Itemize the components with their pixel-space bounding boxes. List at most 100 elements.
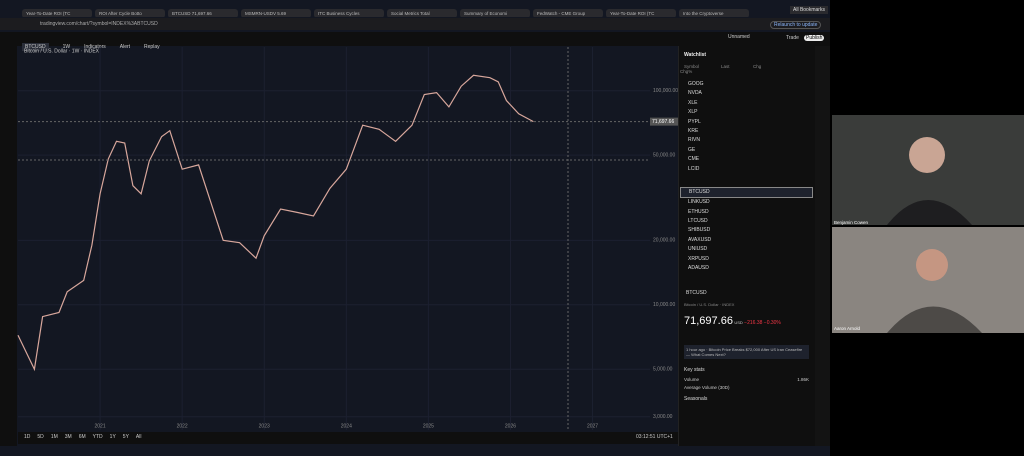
news[interactable]: 1 hour ago · Bitcoin Price Breaks $72,00… <box>684 345 809 359</box>
watchlist-row[interactable]: XLE <box>688 99 698 106</box>
detail-symbol: BTCUSD <box>686 290 707 296</box>
interval[interactable]: 1W <box>62 44 71 50</box>
watchlist-row[interactable]: RIVN <box>688 137 700 144</box>
x-tick-label: 2023 <box>259 423 270 429</box>
bookmarks[interactable]: All Bookmarks <box>790 6 828 14</box>
tab[interactable]: MSMRN-USDV 5.69 <box>241 9 311 17</box>
timeframes: 1D 5D 1M 3M 6M YTD 1Y 5Y All <box>24 434 148 440</box>
tab[interactable]: Summary of Economi <box>460 9 530 17</box>
timeframe[interactable]: 1Y <box>109 434 116 440</box>
volume-value: 1.86K <box>797 377 809 382</box>
replay[interactable]: Replay <box>144 44 160 50</box>
timeframe[interactable]: 6M <box>78 434 86 440</box>
column-header: Chg% <box>680 69 693 74</box>
tab[interactable]: Social Metrics Total <box>387 9 457 17</box>
watchlist-row[interactable]: NVDA <box>688 90 702 97</box>
detail-price: 71,697.66 <box>684 315 733 327</box>
watchlist-row[interactable]: XLP <box>688 109 698 116</box>
symbol-details: BTCUSD Bitcoin / U.S. Dollar · INDEX 71,… <box>680 288 813 438</box>
right-icons <box>815 46 830 446</box>
y-tick-label: 5,000.00 <box>653 367 673 373</box>
watchlist-row[interactable]: LINKUSD <box>688 199 710 206</box>
watchlist-columns: Symbol Last Chg Chg% <box>680 64 813 74</box>
watchlist-row[interactable]: CME <box>688 156 700 163</box>
person <box>916 249 948 281</box>
tab[interactable]: BTCUSD 71,697.66 <box>168 9 238 17</box>
current-price-label: 71,697.66 <box>652 119 674 125</box>
detail-name: Bitcoin / U.S. Dollar · INDEX <box>684 302 735 307</box>
timeframe[interactable]: 1D <box>24 434 31 440</box>
watchlist-row[interactable]: XRPUSD <box>688 255 709 262</box>
alert[interactable]: Alert <box>119 44 131 50</box>
watchlist-row[interactable]: SHIBUSD <box>688 227 711 234</box>
price-tag <box>650 117 678 126</box>
key-stats: Key stats <box>684 367 705 373</box>
price-line <box>17 74 534 372</box>
watchlist-row[interactable]: GE <box>688 146 696 153</box>
tab[interactable]: Year-To-Date ROI (TC <box>22 9 92 17</box>
tab[interactable]: FedWatch - CME Group <box>533 9 603 17</box>
timeframe[interactable]: 3M <box>64 434 72 440</box>
x-tick-label: 2026 <box>505 423 516 429</box>
layout-name[interactable]: Unnamed <box>728 34 750 40</box>
y-tick-label: 10,000.00 <box>653 302 675 308</box>
url[interactable]: tradingview.com/chart/?symbol=INDEX%3ABT… <box>40 21 158 27</box>
tab[interactable]: Year-To-Date ROI (TC <box>606 9 676 17</box>
address-bar <box>0 18 830 30</box>
tab-bar: Year-To-Date ROI (TC ROI After Cycle Bott… <box>22 5 822 17</box>
chart-title: Bitcoin / U.S. Dollar · 1W · INDEX <box>24 48 100 54</box>
watchlist-row[interactable]: LCID <box>688 165 700 172</box>
detail-currency: USD <box>734 320 743 325</box>
y-tick-label: 20,000.00 <box>653 238 675 244</box>
watchlist-row[interactable]: BTCUSD <box>680 186 813 199</box>
column-header: Chg <box>753 64 762 69</box>
watchlist-row[interactable]: ADAUSD <box>688 265 709 272</box>
timeframe[interactable]: 5D <box>37 434 44 440</box>
publish-button[interactable]: Publish <box>804 35 825 41</box>
watchlist-row[interactable]: GOOG <box>688 81 704 87</box>
volume-label: Volume <box>684 377 700 382</box>
x-tick-label: 2021 <box>95 423 106 429</box>
y-tick-label: 50,000.00 <box>653 152 675 158</box>
y-tick-label: 3,000.00 <box>653 414 673 420</box>
person <box>887 306 982 333</box>
person <box>909 137 945 173</box>
clock: 03:12:51 UTC+1 <box>636 434 673 440</box>
timeframe[interactable]: YTD <box>92 434 103 440</box>
watchlist-row[interactable]: LTCUSD <box>688 218 708 225</box>
watchlist-row[interactable]: AVAXUSD <box>688 236 712 243</box>
tab[interactable]: ITC Business Cycles <box>314 9 384 17</box>
watchlist-row[interactable]: UNIUSD <box>688 246 708 253</box>
watchlist-panel <box>678 46 815 446</box>
symbol-search[interactable]: BTCUSD <box>22 43 49 51</box>
timeframe[interactable]: All <box>135 434 142 440</box>
relaunch-button[interactable]: Relaunch to update <box>770 21 822 29</box>
drawing-tools <box>0 46 17 446</box>
chart: Bitcoin / U.S. Dollar · 1W · INDEX 3,000… <box>17 47 678 430</box>
tab[interactable]: ROI After Cycle Botto <box>95 9 165 17</box>
seasonals: Seasonals <box>684 396 708 402</box>
chart-toolbar: BTCUSD 1W Indicators Alert Replay <box>0 32 830 51</box>
participant-name: Benjamin Cowen <box>834 220 869 225</box>
video-feeds: Benjamin Cowen Aaron Arnold <box>832 115 1024 333</box>
watchlist-row[interactable]: PYPL <box>688 118 701 125</box>
watchlist-title[interactable]: Watchlist <box>684 52 707 58</box>
x-tick-label: 2025 <box>423 423 434 429</box>
watchlist-row[interactable]: KRE <box>688 127 699 134</box>
x-tick-label: 2027 <box>587 423 598 429</box>
indicators[interactable]: Indicators <box>84 44 106 50</box>
person <box>887 200 972 225</box>
bottom-bar <box>18 432 678 444</box>
watchlist-row[interactable]: ETHUSD <box>688 208 709 215</box>
column-header: Symbol <box>684 64 700 69</box>
watchlist: GOOG NVDA XLE XLP PYPL KRE RIVN GE CME LCID BTCUSD… <box>680 80 813 273</box>
column-header: Last <box>721 64 730 69</box>
trade-button[interactable]: Trade <box>786 35 799 41</box>
timeframe[interactable]: 5Y <box>122 434 129 440</box>
avg-volume: Average Volume (30D) <box>684 385 730 390</box>
y-tick-label: 100,000.00 <box>653 88 678 94</box>
tab[interactable]: Into the Cryptoverse <box>679 9 749 17</box>
detail-change: −216.38 −0.30% <box>744 320 781 326</box>
timeframe[interactable]: 1M <box>50 434 58 440</box>
